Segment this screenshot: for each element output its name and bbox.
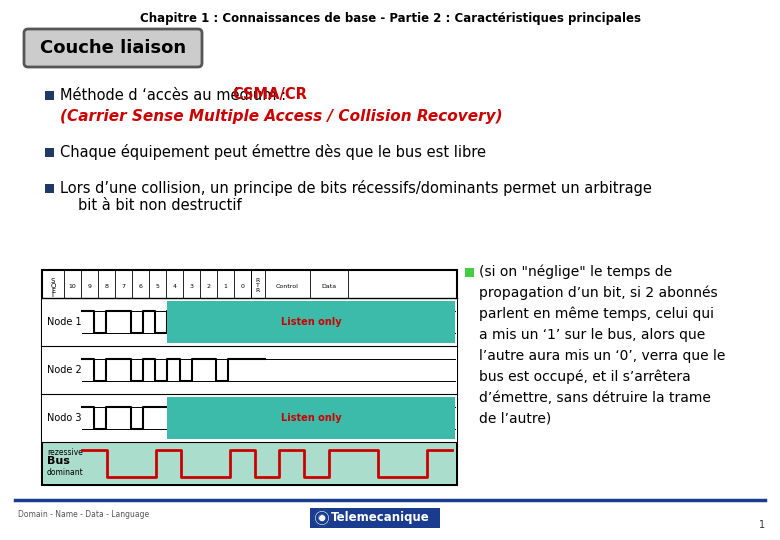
Text: Chaque équipement peut émettre dès que le bus est libre: Chaque équipement peut émettre dès que l… (60, 144, 486, 160)
Text: propagation d’un bit, si 2 abonnés: propagation d’un bit, si 2 abonnés (479, 286, 718, 300)
Text: Γ: Γ (51, 292, 55, 298)
Bar (42, 298, 457, 346)
Bar (45, 91, 54, 99)
Bar (45, 147, 54, 157)
Text: Chapitre 1 : Connaissances de base - Partie 2 : Caractéristiques principales: Chapitre 1 : Connaissances de base - Par… (140, 12, 640, 25)
Text: 3: 3 (190, 285, 193, 289)
Text: Listen only: Listen only (281, 317, 342, 327)
Text: Couche liaison: Couche liaison (40, 39, 186, 57)
Text: Node 1: Node 1 (47, 317, 82, 327)
Text: a mis un ‘1’ sur le bus, alors que: a mis un ‘1’ sur le bus, alors que (479, 328, 705, 342)
Bar (45, 184, 54, 192)
Text: 1: 1 (759, 520, 765, 530)
Circle shape (314, 510, 330, 526)
Text: CSMA/CR: CSMA/CR (232, 87, 307, 103)
Text: (si on "néglige" le temps de: (si on "néglige" le temps de (479, 265, 672, 279)
Text: Domain - Name - Data - Language: Domain - Name - Data - Language (18, 510, 149, 519)
Bar (310, 508, 440, 528)
Text: Bus: Bus (47, 456, 70, 467)
FancyBboxPatch shape (24, 29, 202, 67)
Text: (Carrier Sense Multiple Access / Collision Recovery): (Carrier Sense Multiple Access / Collisi… (60, 110, 502, 125)
Text: O: O (51, 283, 55, 289)
Text: bus est occupé, et il s’arrêtera: bus est occupé, et il s’arrêtera (479, 370, 691, 384)
Text: parlent en même temps, celui qui: parlent en même temps, celui qui (479, 307, 714, 321)
Text: R: R (256, 288, 260, 293)
Text: Listen only: Listen only (281, 413, 342, 423)
Text: 4: 4 (172, 285, 176, 289)
Bar (465, 267, 474, 276)
Text: Méthode d ‘accès au médium :: Méthode d ‘accès au médium : (60, 87, 291, 103)
Text: S: S (51, 278, 55, 284)
Bar (42, 270, 457, 485)
Text: d’émettre, sans détruire la trame: d’émettre, sans détruire la trame (479, 391, 711, 405)
Text: Control: Control (276, 285, 299, 289)
Text: R: R (256, 278, 260, 283)
Text: Data: Data (321, 285, 336, 289)
Bar (168, 301, 455, 343)
Text: 5: 5 (155, 285, 159, 289)
Text: 2: 2 (207, 285, 211, 289)
Text: ○: ○ (317, 513, 326, 523)
Text: 10: 10 (69, 285, 76, 289)
Text: 9: 9 (87, 285, 91, 289)
Text: F: F (51, 288, 55, 294)
Text: Node 2: Node 2 (47, 365, 82, 375)
Bar (43, 442, 456, 484)
Text: 8: 8 (105, 285, 108, 289)
Text: Nodo 3: Nodo 3 (47, 413, 81, 423)
Bar (168, 397, 455, 439)
Text: 7: 7 (122, 285, 126, 289)
Bar (42, 346, 457, 394)
Text: l’autre aura mis un ‘0’, verra que le: l’autre aura mis un ‘0’, verra que le (479, 349, 725, 363)
Text: 6: 6 (139, 285, 143, 289)
Text: 0: 0 (240, 285, 244, 289)
Text: 1: 1 (224, 285, 228, 289)
Text: Lors d’une collision, un principe de bits récessifs/dominants permet un arbitrag: Lors d’une collision, un principe de bit… (60, 180, 652, 196)
Text: T: T (256, 283, 260, 288)
Text: Telemecanique: Telemecanique (331, 511, 429, 524)
Bar (42, 394, 457, 442)
Text: bit à bit non destructif: bit à bit non destructif (78, 199, 242, 213)
Text: rezessive: rezessive (47, 448, 83, 457)
Text: dominant: dominant (47, 468, 83, 477)
Text: de l’autre): de l’autre) (479, 412, 551, 426)
